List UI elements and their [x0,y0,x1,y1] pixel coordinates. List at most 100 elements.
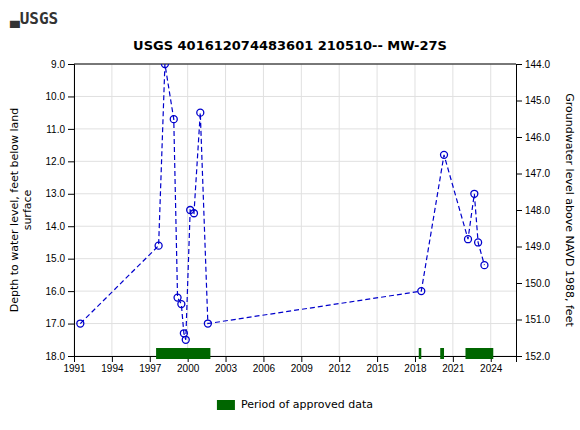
tick: 18.0 [46,351,74,362]
tick-label: 146.0 [525,132,550,143]
tick-mark [112,356,113,362]
tick: 11.0 [46,124,74,135]
point [471,190,478,197]
tick: 2015 [366,356,389,374]
point [418,288,425,295]
point [190,210,197,217]
spans [156,348,493,359]
grid-line [452,64,453,356]
grid-line [111,64,112,356]
grid-line [414,64,415,356]
grid-line [74,226,516,227]
tick: 14.0 [46,221,74,232]
tick-mark [263,356,264,362]
grid-line [74,193,516,194]
plot: 1991199419972000200320062009201220152018… [46,59,551,374]
tick: 2009 [291,356,314,374]
tick-label: 1994 [101,363,124,374]
grid [74,64,516,356]
tick-label: 9.0 [51,59,65,70]
tick: 146.0 [516,132,550,143]
tick-mark [339,356,340,362]
y2-axis-title: Groundwater level above NAVD 1988, feet [563,93,576,327]
x-axis: 1991199419972000200320062009201220152018… [63,356,516,374]
tick-label: 2012 [329,363,352,374]
tick-mark [453,356,454,362]
point [441,151,448,158]
tick-mark [68,96,74,97]
tick: 150.0 [516,278,550,289]
legend-swatch [217,400,235,410]
approved-period [465,348,493,359]
grid-line [490,64,491,356]
tick: 1994 [101,356,124,374]
grid-line [74,128,516,129]
point [465,236,472,243]
tick-mark [516,64,522,65]
grid-line [225,64,226,356]
tick-label: 15.0 [46,253,66,264]
tick: 2018 [404,356,427,374]
tick-label: 152.0 [525,351,550,362]
tick: 17.0 [46,318,74,329]
tick: 12.0 [46,156,74,167]
tick: 144.0 [516,59,550,70]
tick-mark [226,356,227,362]
tick: 2006 [253,356,276,374]
tick-label: 149.0 [525,241,550,252]
axis-line [75,357,517,363]
tick: 152.0 [516,351,550,362]
point [204,320,211,327]
tick-label: 16.0 [46,286,66,297]
tick: 9.0 [51,59,74,70]
tick: 149.0 [516,241,550,252]
tick-mark [68,129,74,130]
tick-mark [516,210,522,211]
tick-mark [150,356,151,362]
tick-label: 150.0 [525,278,550,289]
tick-label: 17.0 [46,318,66,329]
line [80,64,484,340]
tick: 2012 [329,356,352,374]
chart: ▃USGS USGS 401612074483601 210510-- MW-27… [0,0,580,430]
tick-mark [516,356,522,357]
tick-label: 145.0 [525,95,550,106]
frame [74,64,516,65]
grid-line [301,64,302,356]
marks [77,64,488,343]
tick-mark [68,291,74,292]
point [475,239,482,246]
tick: 10.0 [46,91,74,102]
approved-period [419,348,422,359]
grid-line [339,64,340,356]
tick: 148.0 [516,205,550,216]
tick-mark [516,101,522,102]
tick-label: 2024 [480,363,503,374]
legend: Period of approved data [217,398,373,411]
tick-label: 148.0 [525,205,550,216]
tick-mark [516,247,522,248]
tick-mark [516,137,522,138]
tick-mark [68,259,74,260]
axis-line [68,65,75,357]
grid-line [74,161,516,162]
tick-label: 13.0 [46,188,66,199]
tick-label: 12.0 [46,156,66,167]
grid-line [149,64,150,356]
legend-item: Period of approved data [217,398,373,411]
tick-label: 10.0 [46,91,66,102]
title: USGS 401612074483601 210510-- MW-27S [133,38,447,53]
tick-mark [516,283,522,284]
grid-line [377,64,378,356]
tick: 1991 [63,356,86,374]
tick-mark [516,174,522,175]
tick-mark [301,356,302,362]
tick-label: 2018 [404,363,427,374]
tick-mark [68,324,74,325]
y2-axis: 144.0145.0146.0147.0148.0149.0150.0151.0… [516,59,550,362]
tick-label: 14.0 [46,221,66,232]
tick: 2003 [215,356,238,374]
tick-mark [68,226,74,227]
tick-mark [377,356,378,362]
annotation: ▃USGS [9,9,58,28]
